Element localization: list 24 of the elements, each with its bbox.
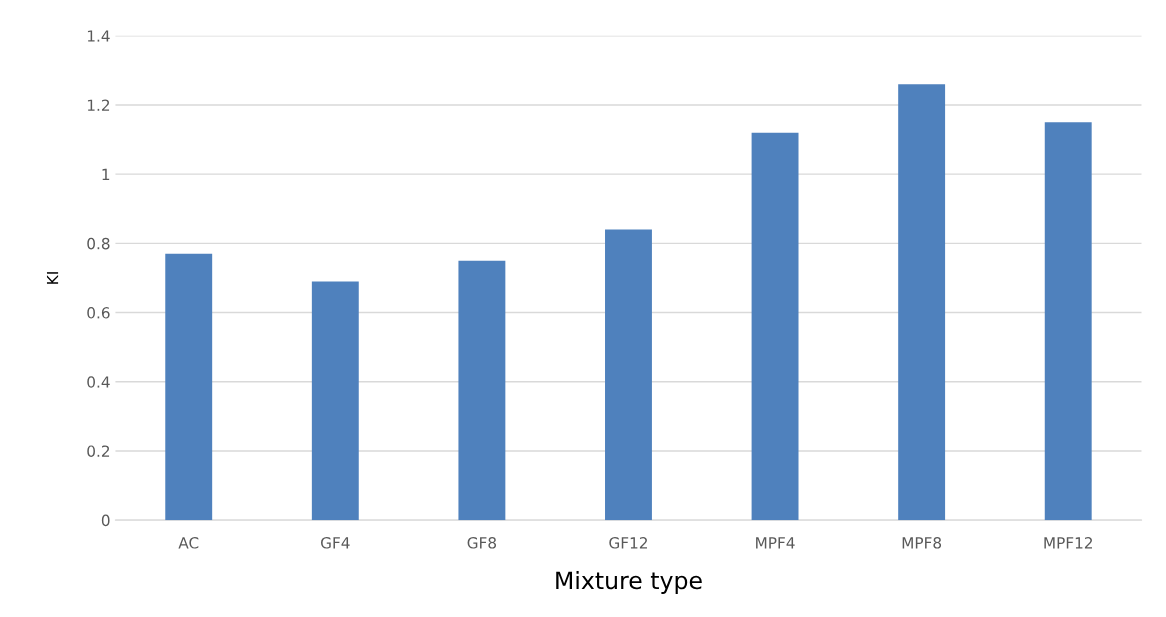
x-tick-label: GF8 bbox=[467, 537, 497, 549]
y-tick-label: 0.4 bbox=[87, 376, 110, 388]
x-tick-label: MPF12 bbox=[1044, 537, 1092, 549]
y-axis-title: KI bbox=[46, 272, 59, 284]
x-tick-label: MPF8 bbox=[902, 537, 942, 549]
bar bbox=[1044, 122, 1092, 521]
x-tick-label: AC bbox=[178, 537, 199, 549]
bar bbox=[751, 132, 799, 521]
y-tick-label: 1.2 bbox=[87, 99, 110, 111]
y-tick-label: 0.2 bbox=[87, 445, 110, 457]
bar bbox=[311, 281, 359, 521]
y-tick-label: 1.4 bbox=[87, 30, 110, 42]
x-tick-label: MPF4 bbox=[756, 537, 795, 549]
y-tick-label: 0.8 bbox=[87, 237, 110, 250]
x-axis-title: Mixture type bbox=[556, 571, 702, 594]
x-tick-label: GF4 bbox=[320, 537, 350, 549]
bar bbox=[605, 229, 652, 521]
x-tick-label: GF12 bbox=[609, 537, 647, 549]
bar bbox=[165, 253, 213, 521]
y-tick-label: 0 bbox=[101, 514, 110, 527]
y-tick-label: 1 bbox=[102, 168, 110, 180]
y-tick-label: 0.6 bbox=[87, 307, 110, 319]
bar bbox=[458, 260, 506, 521]
bar bbox=[898, 84, 946, 521]
